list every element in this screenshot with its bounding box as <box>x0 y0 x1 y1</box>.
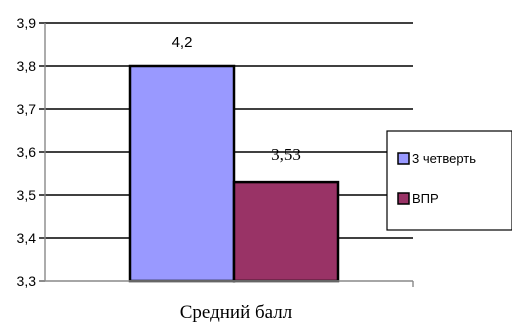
y-tick-label-4: 3,7 <box>17 101 37 117</box>
y-tick-label-1: 3,4 <box>17 230 37 246</box>
legend-box <box>386 130 512 231</box>
bar-3-chetvert <box>128 64 236 283</box>
legend-swatch-vpr <box>397 192 410 205</box>
x-category-label: Средний балл <box>180 302 293 323</box>
legend: 3 четверть ВПР <box>386 130 512 231</box>
legend-label-3-chetvert: 3 четверть <box>412 151 476 166</box>
bar-vpr <box>232 180 340 283</box>
y-tick-label-3: 3,6 <box>17 144 37 160</box>
data-labels: 4,2 3,53 <box>172 34 301 164</box>
bars <box>128 64 340 283</box>
y-axis-tick-labels: 3,3 3,4 3,5 3,6 3,7 3,8 3,9 <box>17 15 37 289</box>
legend-label-vpr: ВПР <box>412 191 439 206</box>
y-tick-label-0: 3,3 <box>17 273 37 289</box>
y-tick-label-2: 3,5 <box>17 187 37 203</box>
y-tick-label-6: 3,9 <box>17 15 37 31</box>
data-label-3-chetvert: 4,2 <box>172 34 193 51</box>
data-label-vpr: 3,53 <box>271 145 301 164</box>
y-tick-label-5: 3,8 <box>17 58 37 74</box>
legend-swatch-3-chetvert <box>397 152 410 165</box>
